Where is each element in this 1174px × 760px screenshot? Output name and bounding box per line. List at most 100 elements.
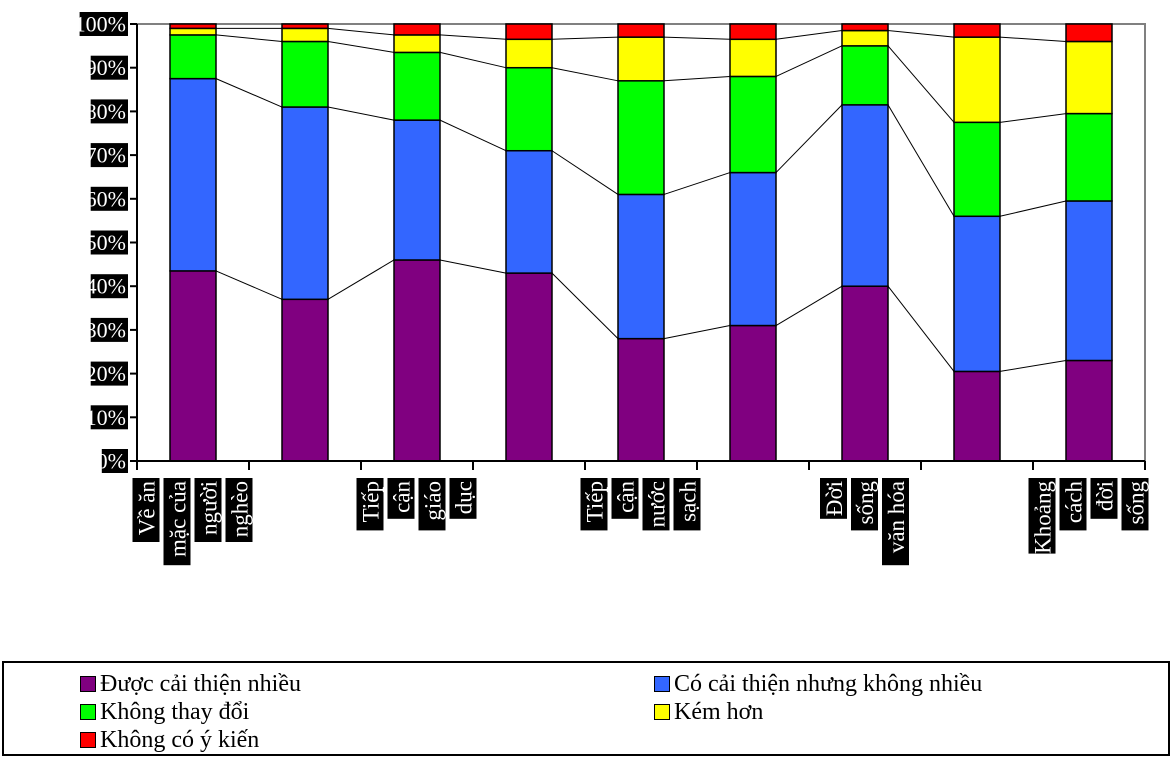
y-tick-label-7: 70% bbox=[86, 143, 126, 168]
legend: Được cải thiện nhiều Có cải thiện nhưng k… bbox=[2, 661, 1170, 756]
series-line-1-3 bbox=[439, 259, 507, 274]
y-tick-label-bg-3 bbox=[90, 317, 128, 342]
bar-segment-4-category-6 bbox=[729, 38, 777, 78]
y-tick-label-8: 80% bbox=[86, 99, 126, 124]
bar-segment-1-category-1 bbox=[169, 270, 217, 462]
legend-swatch bbox=[654, 704, 670, 720]
bar-segment-2-category-8 bbox=[953, 215, 1001, 373]
bar-segment-3-category-2 bbox=[281, 40, 329, 108]
legend-item-2: Có cải thiện nhưng không nhiều bbox=[654, 672, 982, 696]
category-label-text: đời bbox=[1093, 481, 1118, 511]
category-label-9-word-3: đời bbox=[1090, 478, 1118, 519]
category-label-7-word-2: sống bbox=[851, 478, 878, 531]
category-label-5-word-4: sạch bbox=[673, 478, 701, 531]
y-tick-label-6: 60% bbox=[86, 186, 126, 211]
bar-segment-2-category-5 bbox=[617, 193, 665, 340]
category-label-7-word-3: văn hóa bbox=[882, 478, 909, 566]
series-line-4-6 bbox=[775, 30, 843, 40]
category-label-text: Khoảng bbox=[1031, 481, 1056, 554]
y-tick-label-10: 100% bbox=[75, 12, 126, 37]
bar-segment-1-category-7 bbox=[841, 285, 889, 462]
bar-segment-5-category-6 bbox=[729, 23, 777, 41]
series-line-1-7 bbox=[887, 285, 955, 372]
bar-segment-3-category-5 bbox=[617, 80, 665, 196]
bar-segment-4-category-8 bbox=[953, 36, 1001, 124]
category-label-bg bbox=[1059, 478, 1087, 531]
series-line-2-4 bbox=[551, 150, 619, 195]
bar-segment-1-category-3 bbox=[393, 259, 441, 462]
category-label-text: văn hóa bbox=[884, 481, 909, 553]
bar-segment-2-category-3 bbox=[393, 119, 441, 261]
y-tick-label-5: 50% bbox=[86, 230, 126, 255]
bar-segment-4-category-1 bbox=[169, 27, 217, 36]
category-label-1-word-4: nghèo bbox=[225, 478, 253, 542]
bar-segment-1-category-6 bbox=[729, 324, 777, 462]
category-label-text: giáo bbox=[421, 481, 446, 521]
bar-segment-3-category-1 bbox=[169, 34, 217, 80]
series-line-1-6 bbox=[775, 285, 843, 326]
category-label-9-word-1: Khoảng bbox=[1028, 478, 1056, 554]
series-line-4-4 bbox=[551, 36, 619, 40]
y-tick-label-bg-9 bbox=[90, 55, 128, 80]
bar-segment-4-category-9 bbox=[1065, 40, 1113, 115]
legend-item-5: Không có ý kiến bbox=[80, 728, 259, 752]
series-line-2-7 bbox=[887, 104, 955, 217]
series-line-4-8 bbox=[999, 36, 1067, 42]
bar-segment-3-category-9 bbox=[1065, 112, 1113, 202]
category-label-3-word-3: giáo bbox=[418, 478, 446, 531]
bar-segment-2-category-1 bbox=[169, 77, 217, 272]
y-tick-label-bg-4 bbox=[90, 274, 128, 299]
bar-segment-2-category-7 bbox=[841, 104, 889, 287]
bar-segment-2-category-9 bbox=[1065, 200, 1113, 362]
series-line-3-7 bbox=[887, 45, 955, 123]
bar-segment-3-category-3 bbox=[393, 51, 441, 121]
y-tick-label-bg-10 bbox=[79, 12, 128, 36]
y-tick-label-bg-7 bbox=[90, 143, 128, 168]
bar-segment-3-category-7 bbox=[841, 45, 889, 106]
bar-segment-5-category-1 bbox=[169, 23, 217, 30]
category-label-5-word-2: cận bbox=[611, 478, 639, 519]
series-line-3-3 bbox=[439, 51, 507, 69]
category-label-3-word-1: Tiếp bbox=[356, 478, 384, 531]
category-label-bg bbox=[882, 478, 909, 566]
category-label-text: nước bbox=[645, 481, 670, 527]
series-line-4-7 bbox=[887, 30, 955, 38]
bar-segment-4-category-2 bbox=[281, 27, 329, 43]
series-line-1-8 bbox=[999, 359, 1067, 372]
category-label-text: Đời bbox=[822, 481, 847, 516]
category-label-bg bbox=[449, 478, 477, 519]
bar-segment-2-category-4 bbox=[505, 149, 553, 274]
bar-segment-4-category-4 bbox=[505, 38, 553, 69]
series-line-3-5 bbox=[663, 75, 731, 82]
category-label-bg bbox=[580, 478, 608, 531]
bar-segment-1-category-8 bbox=[953, 370, 1001, 462]
plot-area: 0% 10% 20% 30% 40% 50% 60% 70% 80% 90% 100% Về ăn mặ… bbox=[75, 12, 1149, 566]
series-line-2-5 bbox=[663, 172, 731, 195]
series-line-3-1 bbox=[215, 34, 283, 42]
bar-segment-5-category-5 bbox=[617, 23, 665, 38]
bar-segment-4-category-3 bbox=[393, 34, 441, 54]
category-label-3-word-2: cận bbox=[387, 478, 415, 519]
category-label-text: sạch bbox=[676, 481, 701, 522]
bar-segment-3-category-6 bbox=[729, 75, 777, 174]
series-line-2-8 bbox=[999, 200, 1067, 217]
series-line-4-2 bbox=[327, 27, 395, 36]
series-line-2-1 bbox=[215, 78, 283, 108]
y-tick-label-0: 0% bbox=[97, 449, 126, 474]
category-label-bg bbox=[851, 478, 878, 531]
series-line-2-2 bbox=[327, 106, 395, 121]
legend-swatch bbox=[80, 676, 96, 692]
legend-swatch bbox=[80, 732, 96, 748]
category-label-1-word-3: người bbox=[194, 478, 222, 542]
y-tick-label-bg-0 bbox=[101, 449, 128, 473]
category-label-5-word-1: Tiếp bbox=[580, 478, 608, 531]
series-line-1-1 bbox=[215, 270, 283, 300]
category-label-bg bbox=[194, 478, 222, 542]
bar-segment-1-category-9 bbox=[1065, 359, 1113, 462]
category-label-bg bbox=[418, 478, 446, 531]
y-tick-label-bg-1 bbox=[90, 405, 128, 430]
legend-item-1: Được cải thiện nhiều bbox=[80, 672, 301, 696]
bar-segment-5-category-3 bbox=[393, 23, 441, 36]
category-label-bg bbox=[673, 478, 701, 531]
bar-segment-3-category-4 bbox=[505, 66, 553, 152]
